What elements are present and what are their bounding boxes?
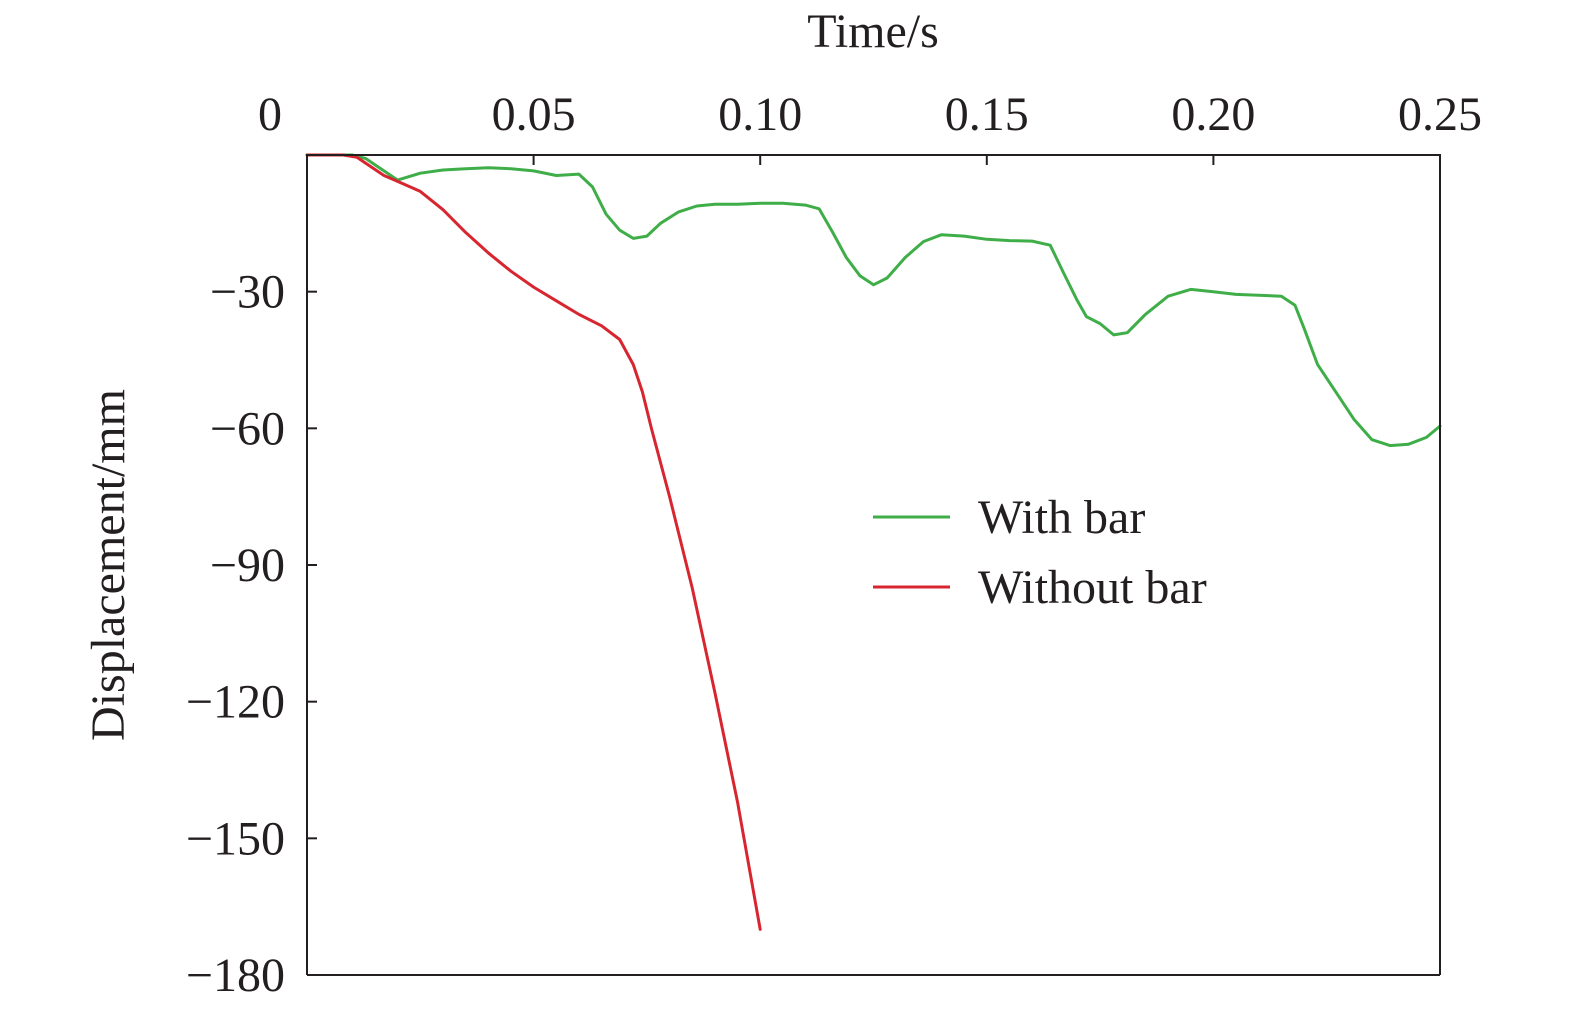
x-axis-title: Time/s — [807, 5, 939, 58]
legend: With bar Without bar — [873, 491, 1207, 614]
x-axis: 0 0.05 0.10 0.15 0.20 0.25 — [258, 88, 1482, 165]
y-tick-label: −180 — [186, 949, 285, 1002]
y-tick-label: −60 — [210, 402, 285, 455]
plot-frame-left-top — [306, 154, 1441, 975]
y-axis: −30 −60 −90 −120 −150 −180 — [186, 266, 317, 1002]
series-line-with-bar — [305, 153, 1442, 448]
plot-area — [305, 153, 1442, 931]
y-tick-label: −120 — [186, 676, 285, 729]
y-tick-label: −30 — [210, 266, 285, 319]
legend-label-without-bar: Without bar — [978, 561, 1207, 614]
legend-label-with-bar: With bar — [978, 491, 1145, 544]
x-tick-label: 0.10 — [718, 88, 802, 141]
y-tick-label: −150 — [186, 812, 285, 865]
x-tick-label: 0.25 — [1398, 88, 1482, 141]
x-tick-label: 0.20 — [1171, 88, 1255, 141]
x-tick-label: 0.15 — [945, 88, 1029, 141]
y-tick-label: −90 — [210, 539, 285, 592]
series-line-without-bar — [305, 153, 762, 931]
x-tick-label: 0.05 — [492, 88, 576, 141]
x-tick-label: 0 — [258, 88, 282, 141]
y-axis-title: Displacement/mm — [82, 389, 135, 741]
